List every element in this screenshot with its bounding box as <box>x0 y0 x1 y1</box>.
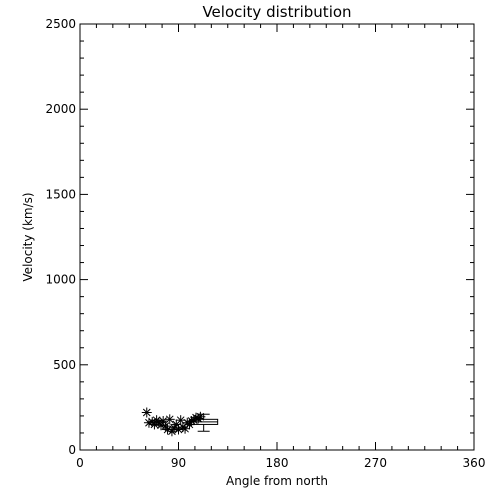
y-tick-label: 500 <box>53 358 76 372</box>
chart-title: Velocity distribution <box>202 3 351 21</box>
data-point-stroke <box>142 408 151 417</box>
x-tick-label: 180 <box>266 456 289 470</box>
axis-ticks: 0 90 180 270 360 0 500 1000 1500 2000 2500 <box>45 17 485 470</box>
x-tick-label: 90 <box>171 456 186 470</box>
data-point <box>164 414 175 425</box>
y-tick-label: 1000 <box>45 273 76 287</box>
data-point-stroke <box>159 417 168 425</box>
x-axis-label: Angle from north <box>226 474 328 488</box>
y-tick-label: 2000 <box>45 102 76 116</box>
x-tick-label: 0 <box>76 456 84 470</box>
y-tick-label: 1500 <box>45 187 76 201</box>
y-axis-label: Velocity (km/s) <box>21 192 35 281</box>
x-tick-label: 270 <box>364 456 387 470</box>
data-point-stroke <box>163 425 172 434</box>
y-tick-label: 0 <box>68 443 76 457</box>
x-tick-label: 360 <box>463 456 486 470</box>
data-point-stroke <box>165 415 174 424</box>
data-point <box>141 407 152 418</box>
y-tick-label: 2500 <box>45 17 76 31</box>
data-point <box>162 424 173 435</box>
plot-frame <box>79 23 475 451</box>
box-summary <box>189 413 219 432</box>
data-point-stroke <box>176 416 185 425</box>
data-point <box>143 417 154 428</box>
data-point-stroke <box>161 422 170 430</box>
